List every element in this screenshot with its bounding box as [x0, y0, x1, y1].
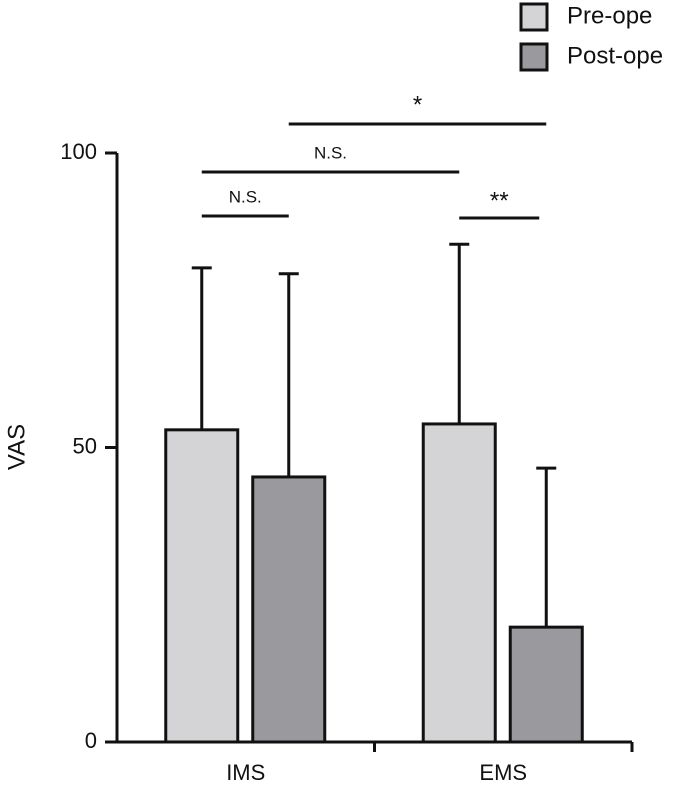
bar [508, 625, 584, 744]
y-tick-label: 100 [60, 139, 97, 164]
bar [251, 475, 327, 744]
x-tick-label: EMS [479, 760, 527, 785]
significance-label: N.S. [314, 143, 347, 162]
error-bar [191, 266, 212, 430]
significance-label: N.S. [229, 187, 262, 206]
y-tick-label: 50 [73, 433, 97, 458]
error-bar [278, 272, 299, 477]
significance-label: ** [490, 187, 509, 214]
bar [421, 422, 497, 744]
y-axis-label: VAS [3, 424, 30, 470]
legend-swatch [519, 2, 549, 32]
legend-label: Post-ope [567, 42, 663, 69]
legend-swatch [519, 42, 549, 72]
x-tick-label: IMS [226, 760, 265, 785]
error-bar [536, 466, 557, 628]
significance-label: * [413, 91, 422, 118]
bar [164, 428, 240, 744]
legend-label: Pre-ope [567, 2, 652, 29]
error-bar [449, 242, 470, 424]
y-tick-label: 0 [85, 728, 97, 753]
